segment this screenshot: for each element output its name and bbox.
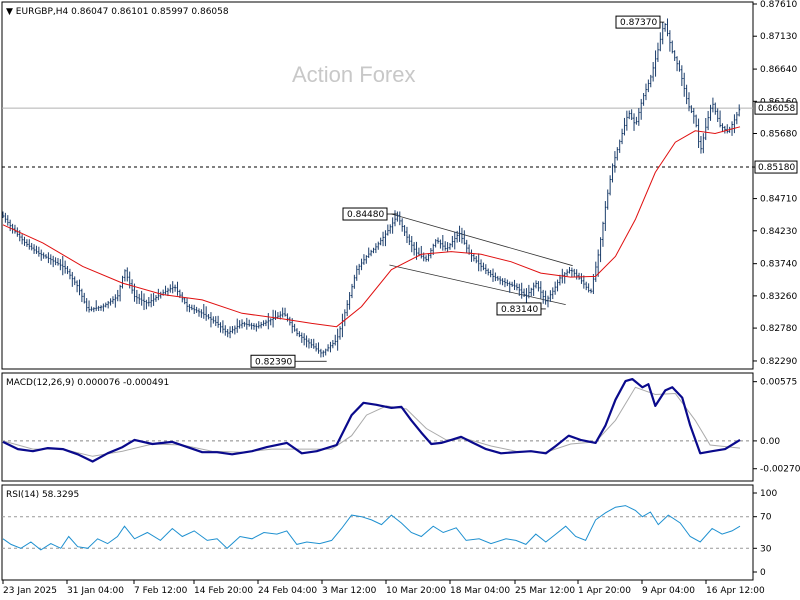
rsi-indicator: 100 70 30 0 (2, 489, 777, 578)
current-price-label-box (754, 101, 798, 115)
price-tick-label: 0.84710 (760, 195, 797, 205)
price-panel-title: ▼ EURGBP,H4 0.86047 0.86101 0.85997 0.86… (6, 7, 229, 17)
macd-line (2, 378, 741, 463)
price-reference-lines: 0.86058 0.85180 (2, 101, 798, 174)
annotation-box (615, 15, 661, 29)
time-tick-label: 18 Mar 04:00 (450, 586, 510, 596)
rsi-panel-title: RSI(14) 58.3295 (6, 490, 79, 500)
price-tick-label: 0.87130 (760, 32, 797, 42)
support-level-label: 0.85180 (758, 163, 795, 173)
time-tick-label: 3 Mar 12:00 (322, 586, 377, 596)
rsi-panel-frame (1, 484, 754, 581)
price-panel-frame (1, 1, 754, 370)
annotation-label: 0.87370 (620, 18, 657, 28)
rsi-tick-label: 100 (760, 489, 777, 499)
time-tick-label: 1 Apr 20:00 (578, 586, 631, 596)
macd-signal-line (2, 386, 741, 457)
price-tick-label: 0.82290 (760, 357, 797, 367)
current-price-label: 0.86058 (758, 104, 795, 114)
annotation-label: 0.84480 (347, 210, 384, 220)
time-tick-label: 16 Apr 12:00 (706, 586, 765, 596)
descending-channel (389, 213, 573, 305)
time-tick-label: 23 Jan 2025 (3, 586, 57, 596)
moving-average (2, 126, 741, 328)
time-axis: 23 Jan 2025 31 Jan 04:00 7 Feb 12:00 14 Feb… (2, 580, 765, 596)
rsi-tick-label: 70 (760, 513, 772, 523)
channel-upper-line (391, 213, 573, 267)
annotation-label: 0.83140 (501, 305, 538, 315)
price-tick-label: 0.83260 (760, 292, 797, 302)
time-tick-label: 24 Feb 04:00 (258, 586, 317, 596)
price-tick-label: 0.84230 (760, 227, 797, 237)
time-tick-label: 10 Mar 20:00 (386, 586, 446, 596)
moving-average-line (2, 126, 741, 328)
rsi-tick-label: 0 (760, 568, 766, 578)
channel-lower-line (389, 264, 566, 305)
price-tick-label: 0.85680 (760, 129, 797, 139)
price-tick-label: 0.86640 (760, 65, 797, 75)
macd-panel-frame (1, 372, 754, 482)
time-tick-label: 31 Jan 04:00 (67, 586, 124, 596)
annotation-box (496, 302, 542, 316)
time-tick-label: 7 Feb 12:00 (134, 586, 188, 596)
support-level-label-box (754, 160, 798, 174)
price-axis: 0.876100.871300.866400.861600.856800.851… (753, 0, 797, 367)
time-tick-label: 9 Apr 04:00 (642, 586, 695, 596)
macd-tick-label: 0.00 (760, 437, 780, 447)
annotation-label: 0.82390 (255, 357, 292, 367)
time-tick-label: 14 Feb 20:00 (194, 586, 253, 596)
rsi-line (2, 505, 741, 551)
price-tick-label: 0.87610 (760, 0, 797, 10)
annotation-box (342, 207, 388, 221)
rsi-tick-label: 30 (760, 544, 772, 554)
price-candles (2, 18, 741, 358)
macd-panel-title: MACD(12,26,9) 0.000076 -0.000491 (6, 378, 169, 388)
time-tick-label: 25 Mar 12:00 (515, 586, 575, 596)
price-tick-label: 0.83740 (760, 260, 797, 270)
price-tick-label: 0.82780 (760, 324, 797, 334)
macd-tick-label: -0.002702 (760, 465, 800, 475)
annotation-box (250, 354, 296, 368)
macd-tick-label: 0.00575 (760, 378, 797, 388)
watermark: Action Forex (292, 62, 416, 87)
price-annotations: 0.82390 0.84480 0.83140 0.87370 (250, 15, 665, 368)
macd-indicator: 0.00575 0.00 -0.002702 (2, 378, 800, 475)
